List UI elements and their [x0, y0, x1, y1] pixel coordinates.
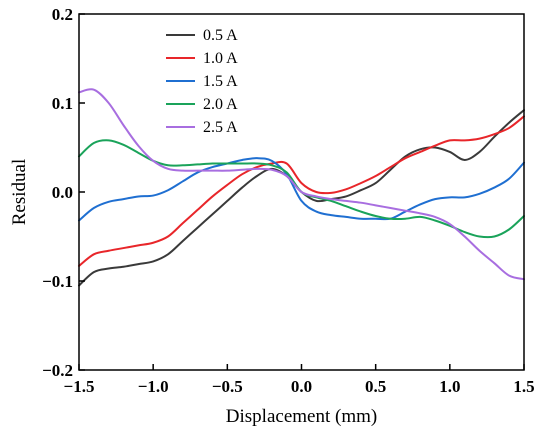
legend-label: 1.0 A: [203, 50, 238, 67]
legend-item: 1.0 A: [166, 50, 238, 67]
series-line-1-0-a: [78, 115, 525, 267]
series-line-1-5-a: [78, 157, 525, 222]
legend-label: 2.0 A: [203, 96, 238, 113]
y-tick-label: 0.0: [52, 183, 73, 202]
legend: 0.5 A 1.0 A 1.5 A 2.0 A 2.5 A: [166, 27, 238, 136]
legend-item: 2.5 A: [166, 119, 238, 136]
y-tick-label: −0.2: [42, 361, 73, 380]
series-layer: [78, 88, 525, 287]
legend-item: 2.0 A: [166, 96, 238, 113]
y-tick-label: −0.1: [42, 272, 73, 291]
y-tick-label: 0.2: [52, 5, 73, 24]
y-tick-label: 0.1: [52, 94, 73, 113]
x-tick-label: 0.5: [365, 377, 386, 396]
legend-label: 0.5 A: [203, 27, 238, 44]
legend-item: 0.5 A: [166, 27, 238, 44]
legend-label: 1.5 A: [203, 73, 238, 90]
x-tick-label: 1.5: [513, 377, 534, 396]
x-axis-title: Displacement (mm): [226, 406, 377, 427]
series-line-2-5-a: [78, 88, 525, 281]
legend-label: 2.5 A: [203, 119, 238, 136]
ticks-layer: −1.5 −1.0 −0.5 0.0 0.5 1.0 1.5 −0.2 −0.1 0.0 0.1 0.…: [42, 5, 535, 396]
x-tick-label: −1.5: [64, 377, 95, 396]
x-tick-label: 0.0: [291, 377, 312, 396]
x-tick-label: 1.0: [439, 377, 460, 396]
x-tick-label: −0.5: [212, 377, 243, 396]
legend-item: 1.5 A: [166, 73, 238, 90]
y-axis-title: Residual: [9, 159, 30, 226]
x-tick-label: −1.0: [138, 377, 169, 396]
